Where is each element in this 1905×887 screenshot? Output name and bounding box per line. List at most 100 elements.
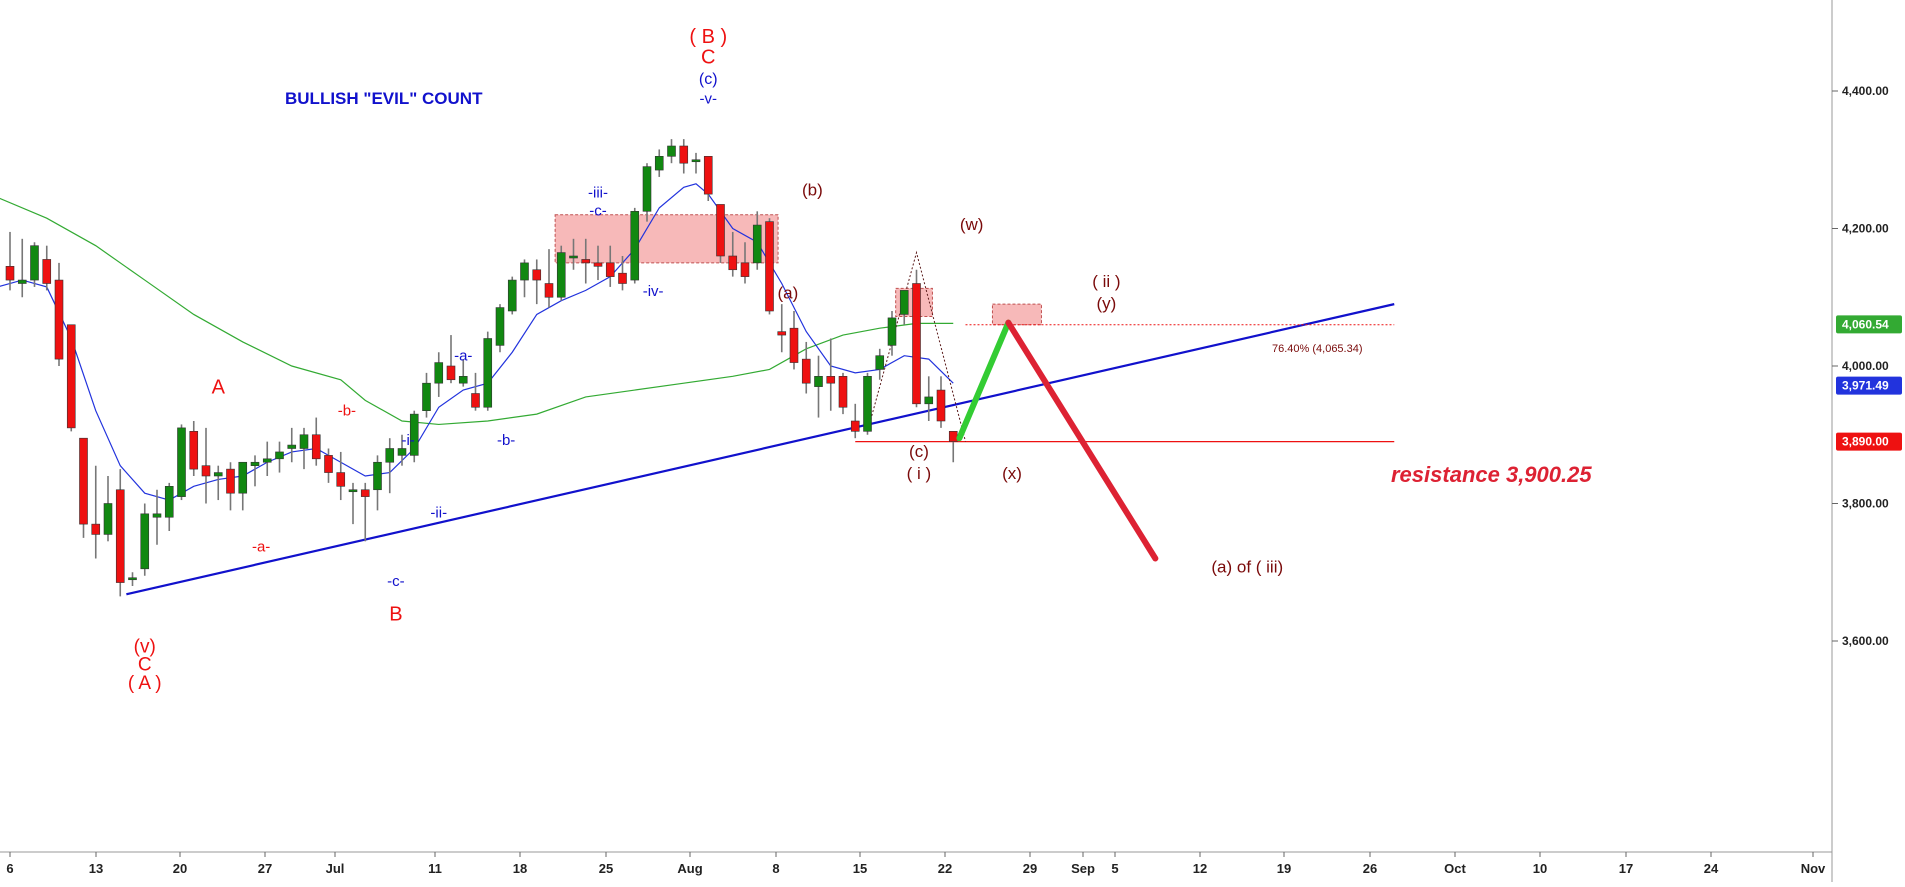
price-tag — [1836, 315, 1902, 334]
wave-label: (a) of ( iii) — [1211, 557, 1283, 576]
slow-moving-average-line — [0, 197, 954, 426]
y-tick-label: 3,800.00 — [1842, 497, 1889, 511]
wave-label: (w) — [960, 215, 984, 234]
wave-label: -a- — [252, 539, 270, 556]
candle-down — [544, 283, 554, 298]
chart-title: BULLISH "EVIL" COUNT — [285, 89, 483, 108]
x-tick-label: 12 — [1193, 861, 1207, 876]
candle-up — [30, 245, 39, 281]
candle-up — [642, 166, 652, 212]
y-tick-label: 3,600.00 — [1842, 634, 1889, 648]
x-tick-label: Nov — [1801, 861, 1826, 876]
price-tag-label: 3,971.49 — [1842, 379, 1889, 393]
candle-down — [765, 221, 774, 312]
candle-down — [948, 431, 958, 442]
wave-label: -v- — [700, 90, 718, 107]
wave-label: ( ii ) — [1092, 272, 1120, 291]
candle-up — [887, 317, 897, 346]
candle-down — [66, 324, 76, 429]
candle-up — [863, 376, 872, 432]
candle-up — [397, 448, 407, 456]
highlight-zones — [554, 214, 1042, 326]
candle-down — [777, 331, 787, 336]
candle-up — [152, 513, 162, 518]
candle-up — [275, 451, 284, 460]
candle-down — [703, 156, 713, 195]
x-tick-label: 13 — [89, 861, 103, 876]
x-tick-label: 29 — [1023, 861, 1037, 876]
candles — [5, 139, 958, 597]
wave-label: C — [701, 47, 715, 69]
price-tag-label: 4,060.54 — [1842, 317, 1889, 331]
candle-down — [91, 523, 101, 535]
zone-box — [554, 214, 779, 264]
candle-down — [311, 434, 321, 460]
wave-label: ( A ) — [128, 673, 162, 694]
candle-up — [422, 382, 431, 411]
wave-label: -iii- — [588, 185, 608, 202]
candle-up — [495, 307, 505, 346]
candle-down — [581, 259, 591, 264]
wave-label: A — [212, 377, 226, 399]
candle-up — [569, 255, 578, 259]
wave-label: (c) — [909, 442, 929, 461]
candle-down — [838, 376, 848, 408]
candle-up — [630, 211, 640, 281]
resistance-label: resistance 3,900.25 — [1391, 462, 1592, 487]
wave-label: -b- — [497, 432, 515, 449]
candle-down — [446, 365, 456, 381]
candle-up — [409, 413, 419, 456]
candle-up — [17, 279, 27, 284]
candle-down — [605, 262, 615, 277]
candle-down — [728, 255, 738, 271]
wave-label: (v) — [134, 637, 156, 658]
candle-down — [189, 431, 199, 470]
wave-label: B — [389, 603, 402, 625]
projection-up-arrow — [956, 319, 1012, 442]
candle-down — [471, 393, 480, 408]
wave-label: ( B ) — [689, 26, 727, 48]
x-tick-label: Oct — [1444, 861, 1466, 876]
price-tag — [1836, 376, 1902, 395]
candle-up — [875, 355, 885, 370]
y-tick-label: 4,400.00 — [1842, 84, 1889, 98]
candle-up — [299, 434, 309, 449]
x-tick-label: 8 — [772, 861, 779, 876]
candle-up — [385, 448, 395, 463]
candle-up — [177, 427, 186, 497]
wave-label: -c- — [589, 202, 607, 219]
projection-down-arrow — [1005, 319, 1159, 562]
candle-down — [54, 279, 64, 360]
wave-label: (x) — [1002, 464, 1022, 483]
candle-down — [826, 376, 836, 384]
candle-down — [324, 455, 333, 473]
candle-down — [532, 269, 542, 281]
wave-label: (y) — [1096, 294, 1116, 313]
wave-label: C — [138, 655, 152, 676]
candle-up — [483, 338, 493, 408]
candle-down — [912, 283, 921, 405]
x-tick-label: 24 — [1704, 861, 1719, 876]
candle-up — [434, 362, 444, 384]
candle-up — [373, 461, 382, 491]
x-tick-label: 11 — [428, 861, 442, 876]
wave-label: (a) — [777, 284, 798, 303]
wave-label: (b) — [802, 181, 823, 200]
x-tick-label: 17 — [1619, 861, 1633, 876]
price-tag-label: 3,890.00 — [1842, 435, 1889, 449]
candle-up — [899, 290, 909, 315]
x-tick-label: 15 — [853, 861, 867, 876]
candle-up — [250, 461, 260, 466]
candle-down — [618, 272, 627, 284]
candle-down — [679, 145, 689, 164]
candle-up — [238, 461, 248, 494]
candle-down — [115, 489, 125, 583]
x-tick-label: 6 — [6, 861, 13, 876]
candle-up — [520, 262, 529, 281]
candle-down — [801, 358, 811, 384]
x-tick-label: Jul — [326, 861, 345, 876]
wave-label: (c) — [699, 71, 718, 88]
fib-label: 76.40% (4,065.34) — [1272, 343, 1363, 355]
